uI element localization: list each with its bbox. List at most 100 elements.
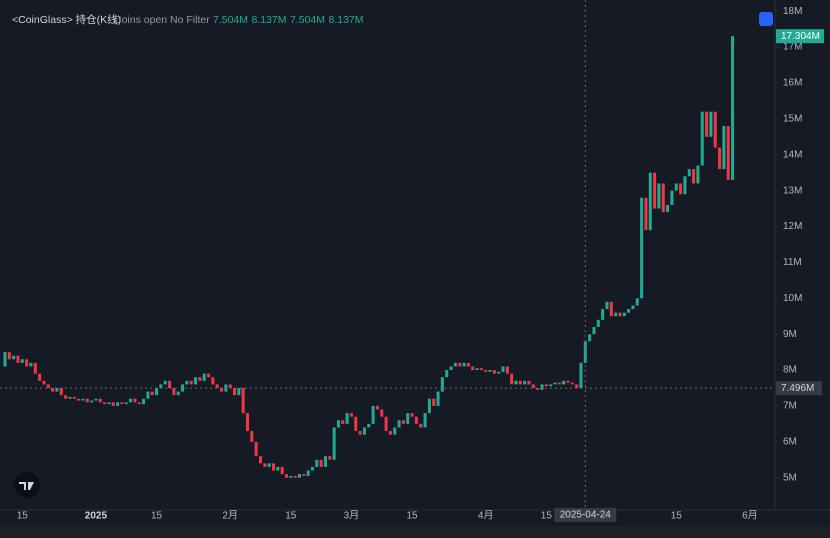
candle-body <box>263 463 267 467</box>
candle-body <box>289 475 293 478</box>
sync-button[interactable] <box>759 12 773 26</box>
candle-body <box>124 402 128 405</box>
candle-body <box>718 147 722 170</box>
candle-body <box>367 423 371 428</box>
candle-body <box>185 380 189 385</box>
candle-body <box>284 474 288 478</box>
candle-body <box>20 359 24 363</box>
last-value-box <box>776 29 824 44</box>
candle-body <box>271 463 276 471</box>
candle-body <box>55 387 59 392</box>
candle-body <box>120 402 124 405</box>
candle-body <box>579 362 583 388</box>
candle-body <box>445 370 449 378</box>
candle-body <box>211 377 215 385</box>
candle-body <box>103 402 107 405</box>
candle-body <box>570 382 574 385</box>
candle-body <box>276 466 280 471</box>
x-tick-label: 15 <box>151 511 163 522</box>
candle-body <box>644 197 648 231</box>
ohlc-value: 7.504M <box>290 14 325 26</box>
candle-body <box>189 380 193 385</box>
candle-body <box>297 474 301 478</box>
candle-body <box>228 384 232 388</box>
candle-body <box>81 398 85 401</box>
candle-body <box>280 466 284 475</box>
candle-body <box>220 387 224 392</box>
candle-body <box>150 391 154 396</box>
candle-body <box>666 204 670 213</box>
candle-body <box>98 398 102 403</box>
candle-body <box>609 301 613 317</box>
candle-body <box>458 362 462 367</box>
y-tick-label: 7M <box>783 401 797 412</box>
candle-body <box>137 402 141 405</box>
y-tick-label: 12M <box>783 221 802 232</box>
candle-body <box>362 427 366 435</box>
candle-body <box>648 172 652 231</box>
x-tick-label: 4月 <box>478 510 494 522</box>
candle-body <box>635 298 639 306</box>
candle-body <box>267 463 271 467</box>
candle-body <box>129 398 133 403</box>
candle-body <box>544 384 548 387</box>
candle-body <box>553 382 557 385</box>
candle-body <box>696 165 700 184</box>
candle-body <box>38 373 42 381</box>
candle-body <box>133 398 137 403</box>
candle-body <box>640 197 644 299</box>
candle-body <box>414 416 418 424</box>
candle-body <box>323 456 327 467</box>
candle-body <box>33 362 37 374</box>
candle-body <box>518 380 522 385</box>
candle-body <box>250 431 254 442</box>
y-tick-label: 11M <box>783 257 802 268</box>
candle-body <box>627 309 631 313</box>
candle-body <box>475 368 479 371</box>
candle-body <box>618 312 622 317</box>
candle-body <box>72 396 76 399</box>
crosshair-y-box <box>776 381 822 396</box>
candle-body <box>380 409 384 417</box>
candle-body <box>46 384 50 388</box>
candle-body <box>679 183 683 195</box>
candle-body <box>388 431 392 435</box>
candle-body <box>198 377 202 381</box>
candle-body <box>705 111 709 137</box>
candle-body <box>670 190 674 205</box>
candle-body <box>562 380 566 385</box>
candle-body <box>341 420 345 424</box>
candle-body <box>497 371 501 374</box>
candle-body <box>709 111 713 137</box>
candle-body <box>116 402 120 406</box>
candle-body <box>181 384 185 392</box>
candle-body <box>653 172 657 209</box>
ohlc-value: 7.504M <box>213 14 248 26</box>
candle-body <box>345 413 349 424</box>
x-tick-label: 2月 <box>222 510 238 522</box>
candle-body <box>440 377 444 392</box>
x-tick-label: 15 <box>407 511 419 522</box>
tv-logo-glyph <box>19 482 34 490</box>
y-tick-label: 9M <box>783 329 797 340</box>
candle-body <box>549 384 553 387</box>
ohlc-value: 8.137M <box>329 14 364 26</box>
candle-body <box>16 355 20 363</box>
candle-body <box>479 368 483 371</box>
y-tick-label: 6M <box>783 436 797 447</box>
candle-body <box>397 420 401 428</box>
candle-body <box>592 326 596 335</box>
candle-body <box>194 377 198 385</box>
candle-body <box>406 413 410 424</box>
candle-body <box>202 373 206 381</box>
candle-body <box>12 355 16 360</box>
candle-body <box>453 362 457 367</box>
x-tick-label: 2025 <box>85 511 108 522</box>
candle-body <box>163 380 167 385</box>
candle-body <box>683 176 687 195</box>
candle-body <box>484 370 488 372</box>
candle-body <box>59 387 63 396</box>
candle-body <box>510 373 514 385</box>
candle-body <box>531 384 535 388</box>
